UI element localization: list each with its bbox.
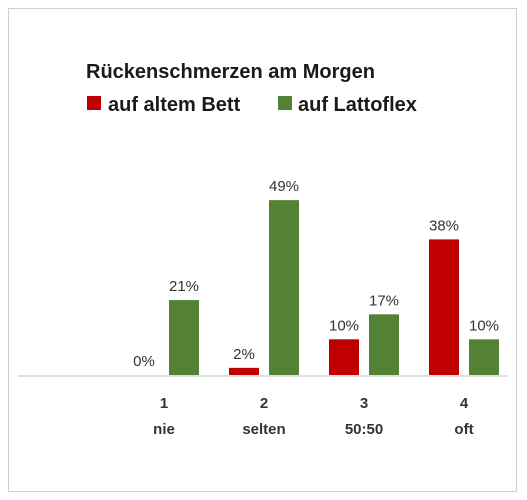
legend-label-altem-bett: auf altem Bett bbox=[108, 94, 241, 116]
bar-altem-bett-2 bbox=[229, 367, 259, 375]
legend-label-lattoflex: auf Lattoflex bbox=[298, 94, 417, 116]
tick-label-2: selten bbox=[242, 421, 285, 438]
tick-number-3: 3 bbox=[360, 395, 368, 412]
bar-lattoflex-1 bbox=[169, 300, 199, 375]
value-label-lattoflex-3: 17% bbox=[369, 292, 399, 309]
value-label-lattoflex-2: 49% bbox=[269, 178, 299, 195]
tick-number-1: 1 bbox=[160, 395, 168, 412]
bar-lattoflex-2 bbox=[269, 200, 299, 375]
bars-group bbox=[169, 200, 499, 375]
bar-lattoflex-3 bbox=[369, 314, 399, 375]
tick-label-1: nie bbox=[153, 421, 175, 438]
legend: auf altem Bett auf Lattoflex bbox=[87, 94, 417, 116]
value-label-altem-bett-3: 10% bbox=[329, 317, 359, 334]
tick-label-3: 50:50 bbox=[345, 421, 383, 438]
tick-number-2: 2 bbox=[260, 395, 268, 412]
bar-altem-bett-4 bbox=[429, 239, 459, 375]
tick-number-4: 4 bbox=[460, 395, 469, 412]
tick-label-4: oft bbox=[454, 421, 473, 438]
value-label-altem-bett-2: 2% bbox=[233, 346, 255, 363]
value-labels-group: 0%21%2%49%10%17%38%10%51%2% bbox=[133, 178, 499, 370]
value-label-lattoflex-4: 10% bbox=[469, 317, 499, 334]
bar-altem-bett-3 bbox=[329, 339, 359, 375]
bar-lattoflex-4 bbox=[469, 339, 499, 375]
legend-swatch-altem-bett bbox=[87, 96, 101, 110]
value-label-altem-bett-4: 38% bbox=[429, 217, 459, 234]
legend-swatch-lattoflex bbox=[278, 96, 292, 110]
chart-title: Rückenschmerzen am Morgen bbox=[86, 61, 375, 83]
value-label-lattoflex-1: 21% bbox=[169, 278, 199, 295]
value-label-altem-bett-1: 0% bbox=[133, 353, 155, 370]
